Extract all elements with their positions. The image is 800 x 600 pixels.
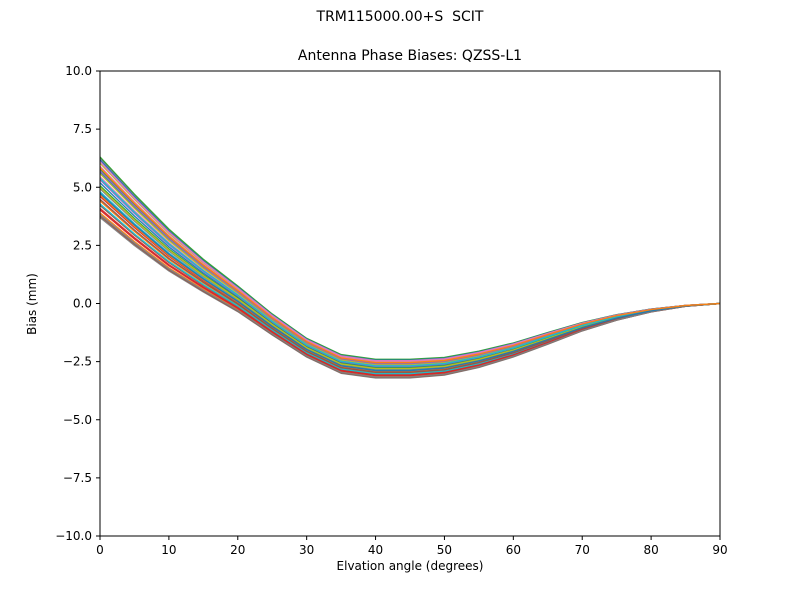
y-tick-label: 2.5 xyxy=(73,238,92,252)
y-tick-label: 7.5 xyxy=(73,122,92,136)
series-line xyxy=(99,207,721,376)
series-line xyxy=(99,212,721,378)
series-line xyxy=(99,167,721,364)
y-tick-label: 10.0 xyxy=(65,64,92,78)
x-tick-label: 30 xyxy=(299,543,314,557)
x-tick-label: 50 xyxy=(437,543,452,557)
series-lines xyxy=(99,156,721,379)
y-tick-label: −2.5 xyxy=(63,355,92,369)
x-tick-label: 10 xyxy=(161,543,176,557)
series-line xyxy=(99,200,721,374)
y-tick-label: 0.0 xyxy=(73,297,92,311)
y-tick-label: 5.0 xyxy=(73,180,92,194)
series-line xyxy=(99,213,721,378)
x-tick-label: 70 xyxy=(575,543,590,557)
plot-frame xyxy=(99,70,721,537)
series-line xyxy=(99,203,721,375)
y-tick-label: −5.0 xyxy=(63,413,92,427)
y-axis: 10.0 7.5 5.0 2.5 0.0 −2.5 −5.0 −7.5 −10.0 xyxy=(55,64,100,543)
x-axis: 0 10 20 30 40 50 60 70 80 90 xyxy=(96,536,728,557)
x-tick-label: 90 xyxy=(712,543,727,557)
x-tick-label: 60 xyxy=(506,543,521,557)
series-line xyxy=(99,204,721,375)
y-tick-label: −10.0 xyxy=(55,529,92,543)
series-line xyxy=(99,209,721,377)
series-line xyxy=(99,177,721,367)
series-line xyxy=(99,192,721,372)
x-axis-label: Elvation angle (degrees) xyxy=(336,559,484,573)
x-tick-label: 20 xyxy=(230,543,245,557)
x-tick-label: 0 xyxy=(96,543,104,557)
x-tick-label: 40 xyxy=(368,543,383,557)
axes-title: Antenna Phase Biases: QZSS-L1 xyxy=(297,48,523,64)
series-line xyxy=(99,215,721,379)
figure-title: TRM115000.00+S SCIT xyxy=(316,9,484,25)
y-tick-label: −7.5 xyxy=(63,471,92,485)
series-line xyxy=(99,216,721,379)
x-tick-label: 80 xyxy=(643,543,658,557)
